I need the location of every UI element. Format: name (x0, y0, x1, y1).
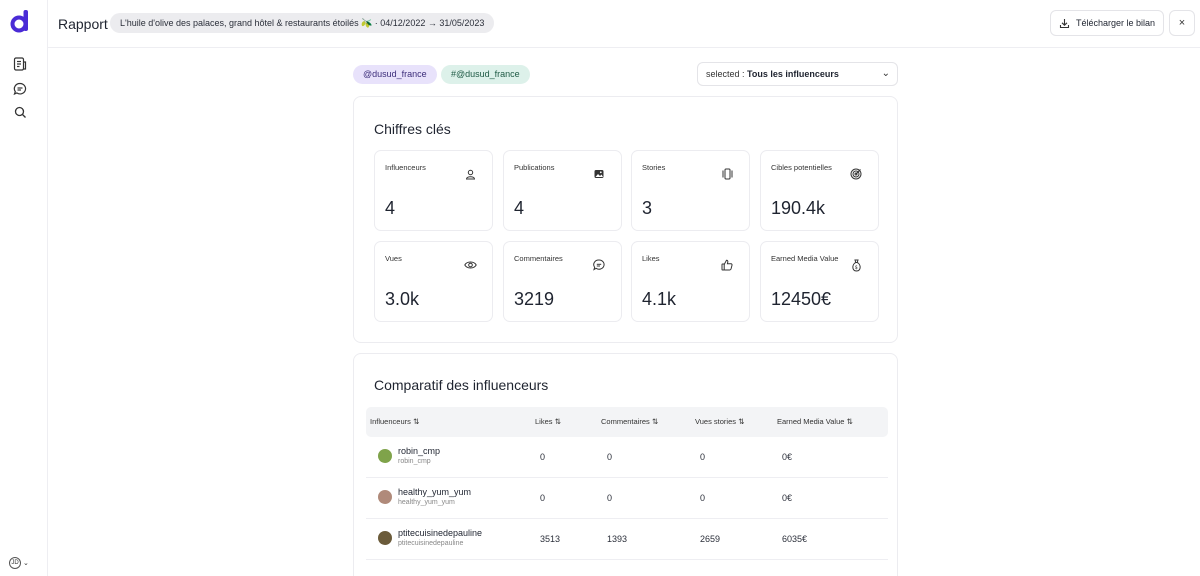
views-cell: 0 (700, 493, 706, 503)
table-header: Influenceurs ⇅ Likes ⇅ Commentaires ⇅ Vu… (366, 407, 888, 437)
influencer-name: robin_cmp (398, 446, 441, 456)
top-header: Rapport L'huile d'olive des palaces, gra… (48, 0, 1200, 48)
table-row[interactable]: healthy_yum_yum healthy_yum_yum 0 0 0 0€ (366, 478, 888, 519)
money-bag-icon: $ (845, 254, 867, 276)
kpi-card-influencers: Influenceurs 4 (374, 150, 493, 231)
kpi-card-views: Vues 3.0k (374, 241, 493, 322)
download-report-button[interactable]: Télécharger le bilan (1050, 10, 1164, 36)
influencer-comparison-panel: Comparatif des influenceurs Influenceurs… (353, 353, 898, 576)
account-tag[interactable]: @dusud_france (353, 65, 437, 84)
emv-cell: 6035€ (782, 534, 808, 544)
kpi-value: 3 (642, 198, 653, 218)
comments-cell: 0 (607, 493, 613, 503)
user-icon (459, 163, 481, 185)
kpi-card-likes: Likes 4.1k (631, 241, 750, 322)
kpi-value: 12450€ (771, 289, 832, 309)
kpi-label: Publications (514, 163, 555, 172)
kpi-card-earned-media-value: Earned Media Value $ 12450€ (760, 241, 879, 322)
kpi-value: 4 (385, 198, 396, 218)
campaign-badge: L'huile d'olive des palaces, grand hôtel… (110, 13, 495, 33)
emv-cell: 0€ (782, 452, 793, 462)
kpi-label: Stories (642, 163, 666, 172)
kpi-value: 3219 (514, 289, 555, 309)
emv-cell: 0€ (782, 493, 793, 503)
influencer-avatar (378, 531, 392, 545)
influencer-cell: ptitecuisinedepauline ptitecuisinedepaul… (378, 528, 482, 548)
likes-cell: 0 (540, 452, 546, 462)
column-header-story-views[interactable]: Vues stories ⇅ (695, 417, 745, 426)
kpi-value: 3.0k (385, 289, 420, 309)
column-header-likes[interactable]: Likes ⇅ (535, 417, 561, 426)
download-icon (1059, 18, 1070, 28)
key-figures-title: Chiffres clés (374, 121, 451, 137)
key-figures-panel: Chiffres clés Influenceurs 4 Publication… (353, 96, 898, 343)
table-row[interactable]: robin_cmp robin_cmp 0 0 0 0€ (366, 437, 888, 478)
likes-cell: 0 (540, 493, 546, 503)
kpi-label: Cibles potentielles (771, 163, 832, 172)
kpi-card-potential-targets: Cibles potentielles 190.4k (760, 150, 879, 231)
target-icon (845, 163, 867, 185)
views-cell: 0 (700, 452, 706, 462)
influencer-name: healthy_yum_yum (398, 487, 472, 497)
likes-cell: 3513 (540, 534, 561, 544)
kpi-value: 190.4k (771, 198, 826, 218)
kpi-value: 4.1k (642, 289, 677, 309)
comparison-title: Comparatif des influenceurs (374, 377, 549, 393)
eye-icon (459, 254, 481, 276)
hashtag-tag[interactable]: #@dusud_france (441, 65, 530, 84)
comment-icon (588, 254, 610, 276)
image-icon (588, 163, 610, 185)
chevron-down-icon: ⌄ (881, 68, 890, 79)
influencer-handle: healthy_yum_yum (398, 499, 455, 506)
influencer-avatar (378, 490, 392, 504)
kpi-label: Earned Media Value (771, 254, 839, 263)
chevron-down-icon: ⌄ (23, 560, 29, 567)
influencer-name: ptitecuisinedepauline (398, 528, 483, 538)
stories-icon (716, 163, 738, 185)
influencer-select[interactable]: selected : Tous les influenceurs ⌄ (697, 62, 898, 86)
kpi-card-stories: Stories 3 (631, 150, 750, 231)
column-header-comments[interactable]: Commentaires ⇅ (601, 417, 659, 426)
chat-icon[interactable] (11, 80, 29, 98)
influencer-cell: robin_cmp robin_cmp (378, 446, 440, 466)
close-icon: × (1178, 17, 1186, 29)
user-avatar: JD (9, 557, 21, 569)
comments-cell: 1393 (607, 534, 628, 544)
thumbs-up-icon (716, 254, 738, 276)
influencer-handle: ptitecuisinedepauline (398, 540, 464, 547)
user-menu[interactable]: JD ⌄ (9, 557, 29, 569)
sidebar: JD ⌄ (0, 0, 48, 576)
kpi-card-publications: Publications 4 (503, 150, 622, 231)
kpi-card-comments: Commentaires 3219 (503, 241, 622, 322)
table-row[interactable]: ptitecuisinedepauline ptitecuisinedepaul… (366, 519, 888, 560)
page-title: Rapport (58, 16, 108, 32)
comments-cell: 0 (607, 452, 613, 462)
views-cell: 2659 (700, 534, 721, 544)
download-label: Télécharger le bilan (1075, 18, 1156, 28)
column-header-emv[interactable]: Earned Media Value ⇅ (777, 417, 853, 426)
select-prefix: selected : (706, 69, 745, 79)
kpi-value: 4 (514, 198, 525, 218)
kpi-label: Vues (385, 254, 402, 263)
kpi-label: Influenceurs (385, 163, 426, 172)
brand-logo-icon[interactable] (10, 9, 32, 33)
influencer-avatar (378, 449, 392, 463)
close-button[interactable]: × (1169, 10, 1195, 36)
svg-text:$: $ (854, 265, 857, 271)
kpi-label: Likes (642, 254, 660, 263)
report-icon[interactable] (11, 55, 29, 73)
column-header-influencers[interactable]: Influenceurs ⇅ (370, 417, 420, 426)
influencer-handle: robin_cmp (398, 458, 431, 465)
select-value: Tous les influenceurs (747, 69, 839, 79)
influencer-cell: healthy_yum_yum healthy_yum_yum (378, 487, 471, 507)
kpi-label: Commentaires (514, 254, 563, 263)
search-icon[interactable] (11, 103, 29, 121)
